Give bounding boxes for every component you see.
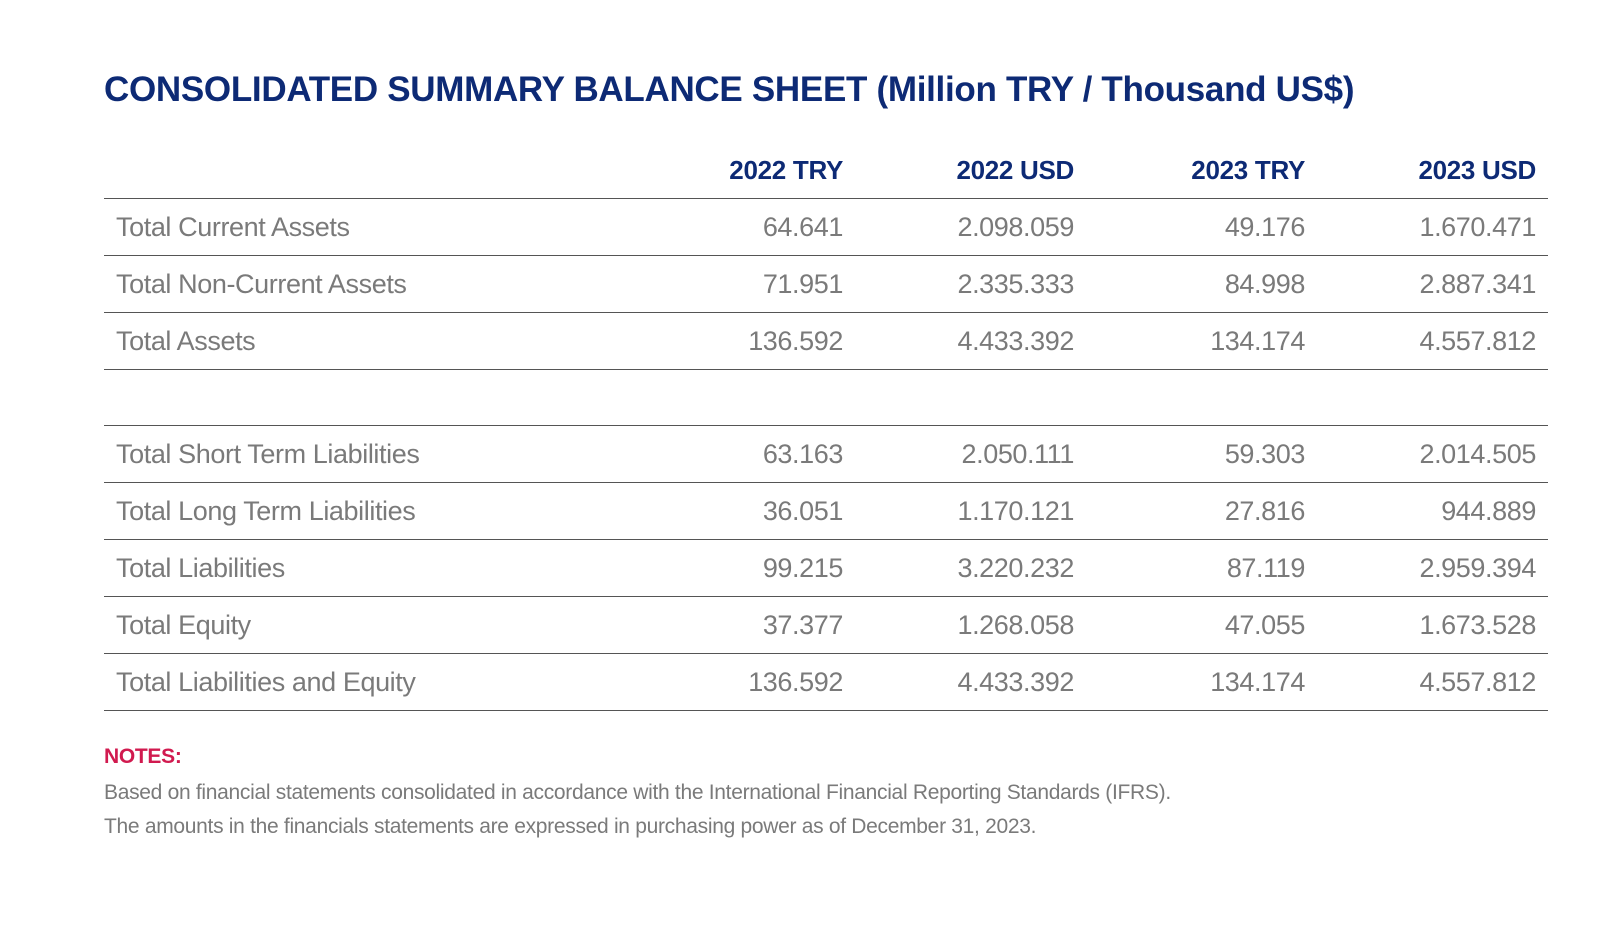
- header-2022-usd: 2022 USD: [855, 143, 1086, 199]
- cell-2022-usd: 1.268.058: [855, 596, 1086, 654]
- cell-2022-try: 99.215: [624, 539, 855, 597]
- cell-2023-usd: 4.557.812: [1317, 653, 1548, 711]
- cell-2023-usd: 1.670.471: [1317, 198, 1548, 256]
- cell-2023-try: 47.055: [1086, 596, 1317, 654]
- cell-2023-try: 87.119: [1086, 539, 1317, 597]
- cell-2023-try: 84.998: [1086, 255, 1317, 313]
- notes-section: NOTES: Based on financial statements con…: [104, 745, 1509, 849]
- cell-2022-try: 37.377: [624, 596, 855, 654]
- cell-2023-usd: 944.889: [1317, 482, 1548, 540]
- cell-2023-try: 59.303: [1086, 425, 1317, 483]
- table-row: Total Short Term Liabilities 63.163 2.05…: [104, 425, 1548, 483]
- note-line: Based on financial statements consolidat…: [104, 781, 1171, 804]
- page-title: CONSOLIDATED SUMMARY BALANCE SHEET (Mill…: [104, 70, 1355, 109]
- spacer-cell: [855, 369, 1086, 426]
- table-row: Total Liabilities and Equity 136.592 4.4…: [104, 653, 1548, 711]
- spacer-cell: [1317, 369, 1548, 426]
- cell-2022-try: 136.592: [624, 312, 855, 370]
- table-row: Total Current Assets 64.641 2.098.059 49…: [104, 198, 1548, 256]
- cell-2022-usd: 1.170.121: [855, 482, 1086, 540]
- cell-2022-try: 63.163: [624, 425, 855, 483]
- cell-2022-try: 36.051: [624, 482, 855, 540]
- cell-2022-try: 64.641: [624, 198, 855, 256]
- cell-2022-usd: 2.050.111: [855, 425, 1086, 483]
- cell-2023-usd: 1.673.528: [1317, 596, 1548, 654]
- table-row: Total Liabilities 99.215 3.220.232 87.11…: [104, 539, 1548, 597]
- cell-2023-usd: 4.557.812: [1317, 312, 1548, 370]
- cell-2022-usd: 2.098.059: [855, 198, 1086, 256]
- cell-2022-usd: 3.220.232: [855, 539, 1086, 597]
- header-label-blank: [104, 143, 624, 199]
- cell-2023-usd: 2.887.341: [1317, 255, 1548, 313]
- spacer-cell: [104, 369, 624, 426]
- table-row: Total Equity 37.377 1.268.058 47.055 1.6…: [104, 596, 1548, 654]
- row-label: Total Equity: [104, 596, 624, 654]
- cell-2023-try: 49.176: [1086, 198, 1317, 256]
- row-label: Total Long Term Liabilities: [104, 482, 624, 540]
- table-spacer-row: [104, 369, 1548, 426]
- row-label: Total Liabilities: [104, 539, 624, 597]
- cell-2022-usd: 4.433.392: [855, 653, 1086, 711]
- balance-sheet-table: 2022 TRY 2022 USD 2023 TRY 2023 USD Tota…: [104, 143, 1548, 711]
- notes-title: NOTES:: [104, 745, 182, 768]
- cell-2023-try: 134.174: [1086, 312, 1317, 370]
- table-row: Total Non-Current Assets 71.951 2.335.33…: [104, 255, 1548, 313]
- table-header-row: 2022 TRY 2022 USD 2023 TRY 2023 USD: [104, 143, 1548, 199]
- row-label: Total Non-Current Assets: [104, 255, 624, 313]
- cell-2022-try: 71.951: [624, 255, 855, 313]
- cell-2022-usd: 2.335.333: [855, 255, 1086, 313]
- cell-2023-try: 27.816: [1086, 482, 1317, 540]
- row-label: Total Current Assets: [104, 198, 624, 256]
- row-label: Total Assets: [104, 312, 624, 370]
- header-2022-try: 2022 TRY: [624, 143, 855, 199]
- table-row: Total Assets 136.592 4.433.392 134.174 4…: [104, 312, 1548, 370]
- cell-2022-usd: 4.433.392: [855, 312, 1086, 370]
- row-label: Total Short Term Liabilities: [104, 425, 624, 483]
- table-row: Total Long Term Liabilities 36.051 1.170…: [104, 482, 1548, 540]
- cell-2023-usd: 2.959.394: [1317, 539, 1548, 597]
- cell-2022-try: 136.592: [624, 653, 855, 711]
- cell-2023-usd: 2.014.505: [1317, 425, 1548, 483]
- row-label: Total Liabilities and Equity: [104, 653, 624, 711]
- spacer-cell: [1086, 369, 1317, 426]
- header-2023-try: 2023 TRY: [1086, 143, 1317, 199]
- cell-2023-try: 134.174: [1086, 653, 1317, 711]
- spacer-cell: [624, 369, 855, 426]
- header-2023-usd: 2023 USD: [1317, 143, 1548, 199]
- note-line: The amounts in the financials statements…: [104, 815, 1037, 838]
